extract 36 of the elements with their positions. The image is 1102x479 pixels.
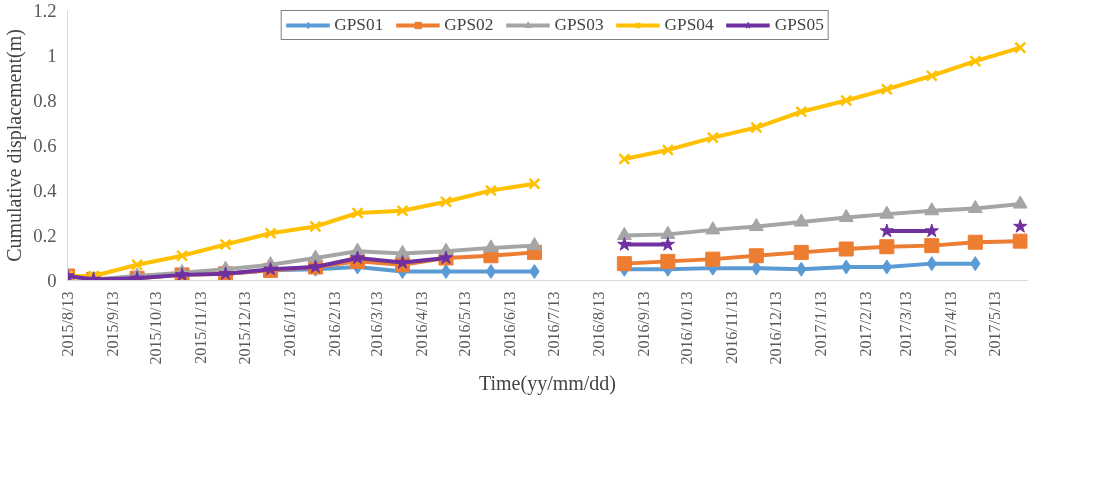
x-tick-label: 2016/9/13 — [634, 291, 652, 357]
x-tick-label: 2017/1/13 — [811, 291, 829, 357]
legend-label: GPS05 — [774, 15, 824, 35]
x-tick-label: 2015/11/13 — [192, 291, 210, 364]
x-tick-label: 2017/4/13 — [942, 291, 960, 357]
x-tick-label: 2017/3/13 — [897, 291, 915, 357]
legend-label: GPS02 — [444, 15, 494, 35]
x-tick-label: 2016/10/13 — [678, 291, 696, 365]
x-tick-label: 2016/7/13 — [544, 291, 562, 357]
x-tick-label: 2015/8/13 — [59, 291, 76, 357]
x-tick-label: 2017/2/13 — [856, 291, 874, 357]
x-tick-label: 2016/12/13 — [766, 291, 784, 365]
x-tick-label: 2016/2/13 — [325, 291, 343, 357]
x-tick-label: 2016/5/13 — [456, 291, 474, 357]
legend-label: GPS03 — [554, 15, 604, 35]
x-tick-label: 2016/1/13 — [280, 291, 298, 357]
legend-label: GPS01 — [334, 15, 384, 35]
x-tick-label: 2016/3/13 — [367, 291, 385, 357]
x-tick-label: 2016/8/13 — [589, 291, 607, 357]
y-tick-label: 1 — [47, 45, 57, 66]
y-tick-label: 0.2 — [33, 225, 57, 246]
y-tick-label: 0.6 — [33, 135, 57, 156]
y-tick-label: 1.2 — [33, 0, 57, 21]
x-axis-title: Time(yy/mm/dd) — [478, 372, 617, 396]
x-tick-label: 2016/11/13 — [723, 291, 741, 364]
x-tick-label: 2015/10/13 — [147, 291, 165, 365]
y-tick-label: 0.8 — [33, 90, 57, 111]
legend-label: GPS04 — [664, 15, 714, 35]
y-tick-label: 0 — [47, 270, 57, 291]
x-tick-label: 2015/9/13 — [103, 291, 121, 357]
x-tick-label: 2016/4/13 — [412, 291, 430, 357]
y-tick-label: 0.4 — [33, 180, 58, 201]
x-tick-label: 2015/12/13 — [235, 291, 253, 365]
y-axis-title: Cumulative displacement(m) — [3, 29, 27, 262]
x-tick-label: 2016/6/13 — [501, 291, 519, 357]
x-tick-label: 2017/5/13 — [985, 291, 1003, 357]
